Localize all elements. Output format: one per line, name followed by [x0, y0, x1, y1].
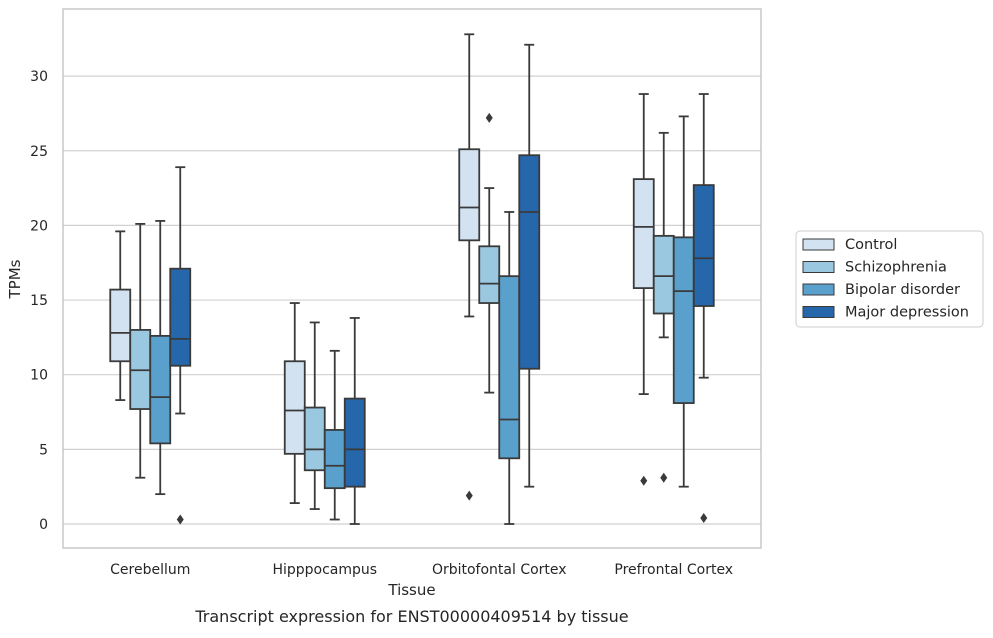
x-axis-title: Tissue — [387, 581, 435, 599]
box-2-3 — [518, 43, 541, 488]
y-tick-label: 25 — [30, 144, 48, 160]
box-2-1 — [478, 112, 501, 394]
y-tick-label: 30 — [30, 69, 48, 85]
box-body — [692, 184, 715, 307]
outlier-point — [640, 475, 648, 486]
y-tick-label: 5 — [39, 442, 48, 458]
box-body — [498, 275, 521, 460]
outlier-point — [176, 514, 184, 525]
box-3-0 — [632, 93, 655, 486]
legend-label: Bipolar disorder — [845, 282, 960, 298]
legend-label: Control — [845, 237, 897, 253]
box-series — [109, 33, 715, 525]
legend-swatch — [802, 238, 835, 251]
outlier-point — [465, 490, 473, 501]
legend-item: Schizophrenia — [802, 260, 947, 276]
box-1-3 — [343, 317, 366, 525]
outlier-point — [485, 112, 493, 123]
legend-swatch — [802, 306, 835, 318]
y-tick-label: 10 — [30, 368, 48, 384]
legend-item: Major depression — [802, 305, 969, 321]
y-axis-title: TPMs — [6, 259, 24, 299]
x-axis-ticks: Cerebellum Hipppocampus Orbitofontal Corte… — [110, 562, 733, 578]
box-0-1 — [129, 223, 152, 479]
x-tick-label: Hipppocampus — [272, 562, 377, 578]
plot-frame — [62, 8, 762, 549]
box-3-1 — [652, 131, 675, 483]
box-2-0 — [458, 33, 481, 501]
box-body — [169, 267, 192, 367]
box-3-2 — [672, 115, 695, 488]
outlier-point — [700, 513, 708, 524]
chart-caption: Transcript expression for ENST0000040951… — [194, 607, 628, 626]
legend-item: Bipolar disorder — [802, 282, 960, 298]
box-3-3 — [692, 93, 715, 524]
legend: Control Schizophrenia Bipolar disorder Majo… — [795, 230, 984, 328]
box-body — [109, 288, 132, 363]
outlier-point — [660, 472, 668, 483]
legend-swatch — [802, 283, 835, 296]
box-body — [303, 406, 326, 472]
box-0-2 — [149, 220, 172, 496]
box-body — [343, 397, 366, 488]
box-1-1 — [303, 321, 326, 510]
x-tick-label: Cerebellum — [110, 562, 190, 578]
box-body — [518, 154, 541, 370]
box-1-2 — [323, 349, 346, 521]
x-tick-label: Prefrontal Cortex — [614, 562, 733, 578]
legend-swatch — [802, 261, 835, 273]
box-body — [672, 236, 695, 404]
box-1-0 — [283, 302, 306, 504]
box-body — [478, 245, 501, 304]
box-body — [149, 334, 172, 445]
legend-frame — [795, 230, 984, 328]
y-axis-ticks: 0 5 10 15 20 25 30 — [30, 69, 48, 533]
y-tick-label: 0 — [39, 517, 48, 533]
x-tick-label: Orbitofontal Cortex — [432, 562, 567, 578]
box-body — [632, 178, 655, 290]
box-body — [283, 360, 306, 455]
legend-item: Control — [802, 237, 897, 253]
box-body — [458, 148, 481, 242]
legend-label: Schizophrenia — [845, 260, 947, 276]
box-body — [652, 234, 675, 315]
box-body — [323, 429, 346, 490]
y-tick-label: 15 — [30, 293, 48, 309]
legend-label: Major depression — [845, 305, 969, 321]
box-0-3 — [169, 166, 192, 525]
y-tick-label: 20 — [30, 218, 48, 234]
box-0-0 — [109, 230, 132, 401]
box-2-2 — [498, 211, 521, 525]
